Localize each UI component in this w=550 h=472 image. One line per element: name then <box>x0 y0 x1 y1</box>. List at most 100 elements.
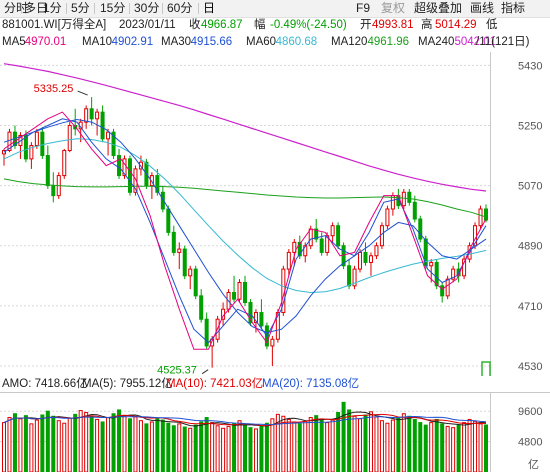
tool-button-4[interactable]: 指标 <box>501 1 526 15</box>
toolbar-separator <box>21 3 22 14</box>
close-label: 收 <box>189 19 201 31</box>
candle-body <box>62 150 67 177</box>
volume-bar <box>237 420 242 472</box>
price-chart[interactable]: 5430 5250 5070 4890 4710 4530 5335.25 4525.37 <box>0 52 550 376</box>
candle-body <box>193 268 198 297</box>
candle-body <box>451 268 456 280</box>
candle <box>374 242 379 260</box>
candle <box>451 265 456 283</box>
period-tab-0[interactable]: 分时 <box>4 1 29 15</box>
tool-button-2[interactable]: 超级叠加 <box>414 1 463 15</box>
down-arrow-icon <box>481 361 491 376</box>
tool-button-0[interactable]: F9 <box>356 1 371 15</box>
volume-bar <box>215 425 220 472</box>
candle <box>412 195 417 223</box>
range-label: /11(121日) <box>476 36 530 48</box>
ma-value-ma10: 4902.91 <box>111 36 154 48</box>
candle <box>40 127 45 159</box>
index-code: 881001.WI[万得全A] <box>2 19 107 31</box>
candle-body <box>429 261 434 267</box>
ma-legend-bar: MA5 4970.01 MA10 4902.91 MA30 4915.66 MA60 4860… <box>0 34 550 51</box>
ma-label-ma240: MA240 <box>418 36 455 48</box>
candle <box>100 105 105 143</box>
price-tick-label: 5250 <box>518 120 542 132</box>
volume-bar <box>23 415 28 472</box>
period-tab-2[interactable]: 1分 <box>43 1 62 15</box>
volume-bar <box>390 419 395 472</box>
volume-bar <box>473 420 478 472</box>
price-tick-label: 4710 <box>518 301 542 313</box>
volume-bar <box>166 422 171 472</box>
candle-body <box>232 291 237 300</box>
volume-bar <box>149 421 154 472</box>
toolbar-separator <box>94 3 95 14</box>
volume-bar <box>330 419 335 472</box>
volume-bar <box>440 423 445 472</box>
volume-bar <box>122 415 127 472</box>
candle-body <box>401 191 406 207</box>
volume-bar <box>89 416 94 472</box>
candle-body <box>149 175 154 187</box>
volume-bar <box>385 422 390 472</box>
period-tab-6[interactable]: 60分 <box>167 1 193 15</box>
period-tab-3[interactable]: 5分 <box>71 1 90 15</box>
volume-bar <box>281 415 286 472</box>
candle-body <box>330 225 335 237</box>
period-tab-4[interactable]: 15分 <box>100 1 126 15</box>
volume-bar <box>451 427 456 472</box>
volume-bar <box>341 401 346 472</box>
candle <box>407 188 412 206</box>
price-tick-label: 4530 <box>518 361 542 373</box>
ma-label-ma10: MA10 <box>82 36 113 48</box>
period-tab-7[interactable]: 日 <box>203 1 216 15</box>
volume-bar <box>62 422 67 472</box>
candle-body <box>259 312 264 327</box>
volume-bar <box>286 418 291 472</box>
volume-bar <box>259 425 264 472</box>
arrow-shape <box>481 361 491 376</box>
tool-button-3[interactable]: 画线 <box>470 1 495 15</box>
candle <box>237 279 242 303</box>
candle-body <box>483 208 489 221</box>
volume-bar <box>7 417 12 472</box>
candle <box>242 275 248 306</box>
volume-bar <box>412 418 417 472</box>
candle-body <box>385 208 390 227</box>
volume-bar <box>204 417 209 472</box>
ma120-line <box>3 178 487 218</box>
volume-chart[interactable]: 9600 4800 亿 <box>0 392 550 472</box>
ma-value-ma30: 4915.66 <box>190 36 233 48</box>
candle <box>292 239 297 266</box>
tool-button-1[interactable]: 复权 <box>381 1 406 15</box>
toolbar-separator <box>162 3 163 14</box>
volume-bar <box>336 411 341 472</box>
period-tab-1[interactable]: 多日 <box>24 1 49 15</box>
volume-legend-2: MA(10): 7421.03亿 <box>166 378 264 390</box>
volume-bar <box>199 421 204 472</box>
volume-bar <box>423 424 428 472</box>
ma-label-ma30: MA30 <box>161 36 192 48</box>
candle <box>34 128 39 149</box>
candle-body <box>155 175 160 193</box>
candle <box>23 130 28 163</box>
candle-body <box>352 268 357 287</box>
toolbar-separator <box>129 3 130 14</box>
volume-bar <box>177 423 182 472</box>
volume-bar <box>308 417 313 472</box>
volume-legend-1: MA(5): 7955.12亿 <box>82 378 173 390</box>
volume-bar <box>242 424 248 472</box>
volume-bar <box>171 425 176 472</box>
close-value: 4966.87 <box>201 19 243 31</box>
volume-bar <box>117 409 122 472</box>
ma-value-ma5: 4970.01 <box>24 36 67 48</box>
candle <box>297 235 302 260</box>
volume-bar <box>133 416 138 472</box>
candle <box>270 335 275 366</box>
period-tab-5[interactable]: 30分 <box>134 1 160 15</box>
candle-body <box>127 158 132 193</box>
volume-legend-bar: AMO: 7418.66亿 MA(5): 7955.12亿 MA(10): 7421… <box>0 376 490 392</box>
candle-body <box>117 155 122 177</box>
candle <box>199 289 204 323</box>
candle-body <box>1 150 7 155</box>
change-label: 幅 <box>254 19 266 31</box>
